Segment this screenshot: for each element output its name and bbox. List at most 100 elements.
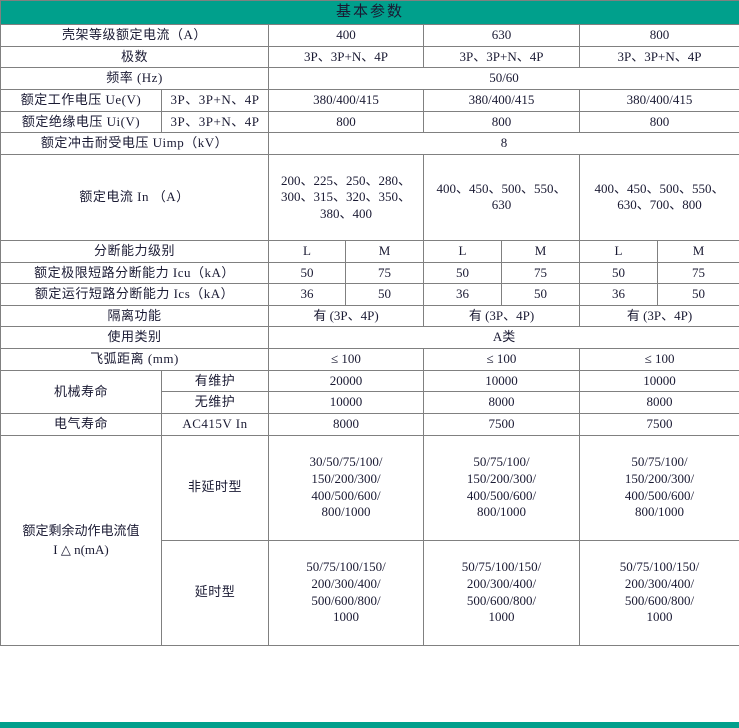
cell-rated-current-630: 400、450、500、550、630 bbox=[423, 153, 580, 241]
cell-icu-630-l: 50 bbox=[423, 261, 502, 285]
table-row-ics: 额定运行短路分断能力 Ics（kA） 36 50 36 50 36 50 bbox=[0, 283, 739, 306]
cell-residual-delay-800: 50/75/100/150/ 200/300/400/ 500/600/800/… bbox=[578, 539, 739, 646]
table-row-residual-current-delayed: 延时型 50/75/100/150/ 200/300/400/ 500/600/… bbox=[1, 539, 739, 646]
cell-ue-400: 380/400/415 bbox=[268, 89, 424, 112]
row-label-frequency: 频率 (Hz) bbox=[0, 67, 269, 91]
cell-grade-800-l: L bbox=[579, 239, 658, 263]
row-label-poles: 极数 bbox=[0, 45, 269, 69]
table-row-icu: 额定极限短路分断能力 Icu（kA） 50 75 50 75 50 75 bbox=[0, 261, 739, 285]
cell-grade-400-l: L bbox=[268, 239, 346, 263]
cell-isolation-400: 有 (3P、4P) bbox=[268, 304, 424, 328]
row-label-rated-working-voltage: 额定工作电压 Ue(V) bbox=[0, 89, 162, 112]
table-row-rated-insulation-voltage: 额定绝缘电压 Ui(V) 3P、3P+N、4P 800 800 800 bbox=[0, 110, 739, 134]
cell-icu-800-m: 75 bbox=[656, 261, 739, 285]
table-title: 基本参数 bbox=[0, 0, 739, 26]
table-row-poles: 极数 3P、3P+N、4P 3P、3P+N、4P 3P、3P+N、4P bbox=[0, 45, 739, 69]
table-row-rated-current: 额定电流 In （A） 200、225、250、280、300、315、320、… bbox=[0, 153, 739, 241]
cell-arcing-800: ≤ 100 bbox=[578, 348, 739, 371]
cell-ui-400: 800 bbox=[268, 110, 424, 134]
cell-poles-800: 3P、3P+N、4P bbox=[578, 45, 739, 69]
row-sublabel-rated-working-voltage: 3P、3P+N、4P bbox=[161, 89, 269, 112]
cell-elec-life-630: 7500 bbox=[423, 412, 580, 436]
cell-isolation-630: 有 (3P、4P) bbox=[423, 304, 580, 328]
residual-current-label-line2: I △ n(mA) bbox=[53, 542, 109, 558]
cell-frame-current-400: 400 bbox=[268, 24, 424, 47]
basic-parameters-table: 基本参数 壳架等级额定电流（A） 400 630 800 极数 3P、3P+N、… bbox=[0, 0, 739, 646]
row-label-rated-insulation-voltage: 额定绝缘电压 Ui(V) bbox=[0, 110, 162, 134]
cell-uimp-value: 8 bbox=[267, 132, 739, 155]
row-label-breaking-capacity-grade: 分断能力级别 bbox=[0, 239, 269, 263]
residual-current-label-line1: 额定剩余动作电流值 bbox=[22, 522, 140, 538]
cell-ics-630-m: 50 bbox=[501, 283, 580, 306]
row-sublabel-electrical-life: AC415V In bbox=[161, 412, 269, 436]
cell-residual-inst-630: 50/75/100/ 150/200/300/ 400/500/600/ 800… bbox=[423, 434, 580, 541]
row-sublabel-delayed: 延时型 bbox=[161, 539, 269, 646]
cell-residual-delay-400: 50/75/100/150/ 200/300/400/ 500/600/800/… bbox=[268, 539, 424, 646]
table-row-breaking-capacity-grade: 分断能力级别 L M L M L M bbox=[0, 239, 739, 263]
table-row-residual-current-instantaneous: 额定剩余动作电流值 I △ n(mA) 非延时型 30/50/75/100/ 1… bbox=[0, 434, 739, 646]
row-label-arcing-distance: 飞弧距离 (mm) bbox=[0, 348, 269, 371]
cell-frame-current-800: 800 bbox=[578, 24, 739, 47]
cell-ui-630: 800 bbox=[423, 110, 580, 134]
row-label-isolation: 隔离功能 bbox=[0, 304, 269, 328]
cell-icu-400-m: 75 bbox=[345, 261, 424, 285]
row-label-utilization-category: 使用类别 bbox=[0, 326, 269, 350]
cell-ics-800-l: 36 bbox=[579, 283, 658, 306]
cell-mech-maintained-800: 10000 bbox=[578, 369, 739, 393]
cell-ics-800-m: 50 bbox=[656, 283, 739, 306]
row-label-impulse-withstand-voltage: 额定冲击耐受电压 Uimp（kV） bbox=[0, 132, 269, 155]
cell-residual-delay-630: 50/75/100/150/ 200/300/400/ 500/600/800/… bbox=[423, 539, 580, 646]
row-sublabel-maintained: 有维护 bbox=[161, 369, 269, 393]
row-label-electrical-life: 电气寿命 bbox=[0, 412, 162, 436]
cell-elec-life-800: 7500 bbox=[578, 412, 739, 436]
table-row-mechanical-life-maintained: 机械寿命 有维护 20000 10000 10000 bbox=[0, 369, 739, 414]
cell-rated-current-400: 200、225、250、280、300、315、320、350、380、400 bbox=[268, 153, 424, 241]
table-row-impulse-withstand-voltage: 额定冲击耐受电压 Uimp（kV） 8 bbox=[0, 132, 739, 155]
cell-frequency-value: 50/60 bbox=[267, 67, 739, 91]
cell-poles-400: 3P、3P+N、4P bbox=[268, 45, 424, 69]
cell-grade-630-l: L bbox=[423, 239, 502, 263]
cell-arcing-630: ≤ 100 bbox=[423, 348, 580, 371]
footer-accent-bar bbox=[0, 722, 739, 728]
cell-grade-400-m: M bbox=[345, 239, 424, 263]
cell-mech-unmaintained-400: 10000 bbox=[268, 391, 424, 414]
table-title-row: 基本参数 bbox=[0, 0, 739, 26]
row-sublabel-rated-insulation-voltage: 3P、3P+N、4P bbox=[161, 110, 269, 134]
cell-mech-maintained-400: 20000 bbox=[268, 369, 424, 393]
table-row-frequency: 频率 (Hz) 50/60 bbox=[0, 67, 739, 91]
table-row-utilization-category: 使用类别 A类 bbox=[0, 326, 739, 350]
table-row-isolation: 隔离功能 有 (3P、4P) 有 (3P、4P) 有 (3P、4P) bbox=[0, 304, 739, 328]
cell-icu-800-l: 50 bbox=[579, 261, 658, 285]
row-label-mechanical-life: 机械寿命 bbox=[0, 369, 162, 414]
cell-ics-630-l: 36 bbox=[423, 283, 502, 306]
cell-icu-400-l: 50 bbox=[268, 261, 346, 285]
cell-arcing-400: ≤ 100 bbox=[268, 348, 424, 371]
cell-frame-current-630: 630 bbox=[423, 24, 580, 47]
row-label-residual-current: 额定剩余动作电流值 I △ n(mA) bbox=[0, 434, 162, 646]
table-row-arcing-distance: 飞弧距离 (mm) ≤ 100 ≤ 100 ≤ 100 bbox=[0, 348, 739, 371]
cell-grade-800-m: M bbox=[656, 239, 739, 263]
cell-ui-800: 800 bbox=[578, 110, 739, 134]
row-label-ics: 额定运行短路分断能力 Ics（kA） bbox=[0, 283, 269, 306]
cell-residual-inst-400: 30/50/75/100/ 150/200/300/ 400/500/600/ … bbox=[268, 434, 424, 541]
cell-ics-400-m: 50 bbox=[345, 283, 424, 306]
cell-utilization-category-value: A类 bbox=[267, 326, 739, 350]
cell-mech-maintained-630: 10000 bbox=[423, 369, 580, 393]
cell-ue-630: 380/400/415 bbox=[423, 89, 580, 112]
cell-ics-400-l: 36 bbox=[268, 283, 346, 306]
cell-mech-unmaintained-800: 8000 bbox=[578, 391, 739, 414]
row-sublabel-unmaintained: 无维护 bbox=[161, 391, 269, 414]
row-label-rated-current: 额定电流 In （A） bbox=[0, 153, 269, 241]
table-row-electrical-life: 电气寿命 AC415V In 8000 7500 7500 bbox=[0, 412, 739, 436]
table-row-rated-working-voltage: 额定工作电压 Ue(V) 3P、3P+N、4P 380/400/415 380/… bbox=[0, 89, 739, 112]
cell-poles-630: 3P、3P+N、4P bbox=[423, 45, 580, 69]
cell-rated-current-800: 400、450、500、550、630、700、800 bbox=[578, 153, 739, 241]
row-sublabel-instantaneous: 非延时型 bbox=[161, 434, 269, 541]
row-label-icu: 额定极限短路分断能力 Icu（kA） bbox=[0, 261, 269, 285]
cell-elec-life-400: 8000 bbox=[268, 412, 424, 436]
cell-icu-630-m: 75 bbox=[501, 261, 580, 285]
cell-mech-unmaintained-630: 8000 bbox=[423, 391, 580, 414]
table-row-frame-current: 壳架等级额定电流（A） 400 630 800 bbox=[0, 24, 739, 47]
row-label-frame-current: 壳架等级额定电流（A） bbox=[0, 24, 269, 47]
